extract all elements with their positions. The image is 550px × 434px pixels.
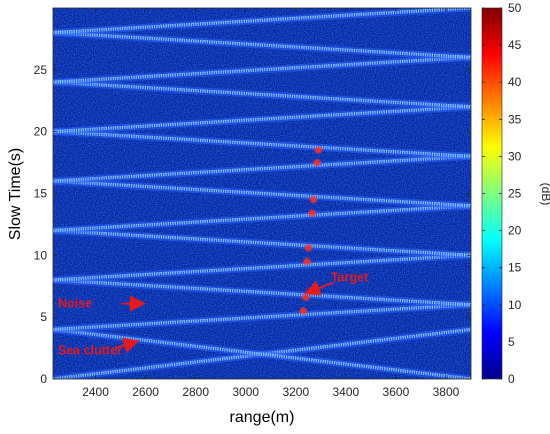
target-point [304, 259, 310, 264]
clutter-band [53, 179, 471, 208]
annotation-sea-clutter: Sea clutter [58, 343, 122, 357]
clutter-band-speckle [53, 8, 460, 33]
clutter-band-speckle [53, 154, 471, 181]
target-point [303, 295, 309, 300]
x-axis-label: range(m) [230, 409, 295, 426]
clutter-band-speckle [53, 327, 471, 379]
colorbar-tick-label: 50 [508, 1, 522, 15]
target-point [309, 210, 315, 216]
clutter-band-speckle [53, 278, 471, 305]
clutter-band [53, 130, 471, 158]
colorbar-label: (dB) [539, 183, 550, 206]
colorbar-tick-label: 10 [508, 298, 522, 312]
clutter-band-speckle [53, 31, 471, 57]
clutter-band-speckle [53, 253, 471, 280]
colorbar-tick-label: 25 [508, 187, 522, 201]
target-point [314, 160, 320, 165]
annotation-target: Target [331, 270, 369, 284]
colorbar-tick-label: 45 [508, 38, 522, 52]
x-tick-label: 3000 [232, 385, 259, 399]
target-point [311, 197, 316, 202]
colorbar-tick-label: 35 [508, 112, 522, 126]
clutter-band-speckle [53, 327, 471, 379]
annotation-arrow-sea-clutter [115, 337, 140, 354]
clutter-band-speckle [53, 129, 471, 156]
clutter-band [53, 8, 471, 35]
y-tick-label: 5 [40, 310, 47, 324]
clutter-band-speckle [53, 179, 471, 206]
clutter-band [53, 204, 471, 233]
target-point [316, 147, 321, 153]
x-tick-label: 3600 [383, 385, 410, 399]
annotation-noise: Noise [58, 296, 92, 310]
colorbar-tick-label: 5 [508, 335, 515, 349]
x-tick-label: 2600 [132, 385, 159, 399]
x-tick-label: 3800 [433, 385, 460, 399]
colorbar-tick-label: 40 [508, 75, 522, 89]
y-tick-label: 0 [40, 372, 47, 386]
clutter-band [53, 303, 471, 332]
clutter-band-speckle [53, 80, 471, 107]
y-tick-label: 15 [34, 187, 48, 201]
clutter-band [53, 55, 471, 84]
y-tick-label: 10 [34, 248, 48, 262]
clutter-band-speckle [53, 55, 471, 82]
clutter-band-speckle [53, 228, 471, 255]
clutter-band-speckle [53, 303, 471, 329]
clutter-band-speckle [53, 105, 471, 131]
clutter-band [53, 253, 471, 282]
colorbar-tick-label: 30 [508, 149, 522, 163]
target-point [306, 245, 311, 251]
x-tick-label: 2800 [182, 385, 209, 399]
target-point [300, 308, 306, 314]
clutter-band [53, 105, 471, 134]
colorbar-tick-label: 20 [508, 224, 522, 238]
clutter-band [53, 229, 471, 257]
x-tick-label: 3200 [282, 385, 309, 399]
annotation-arrow-target [304, 280, 334, 296]
clutter-band [53, 31, 471, 60]
y-axis-label: Slow Time(s) [7, 148, 24, 240]
clutter-band [53, 327, 471, 379]
y-tick-label: 20 [34, 125, 48, 139]
colorbar-tick-label: 15 [508, 261, 522, 275]
clutter-band [53, 80, 471, 109]
clutter-band [53, 154, 471, 183]
colorbar-tick-label: 0 [508, 372, 515, 386]
x-tick-label: 2400 [82, 385, 109, 399]
clutter-band [53, 278, 471, 307]
x-tick-label: 3400 [332, 385, 359, 399]
clutter-band-speckle [53, 204, 471, 230]
y-tick-label: 25 [34, 63, 48, 77]
